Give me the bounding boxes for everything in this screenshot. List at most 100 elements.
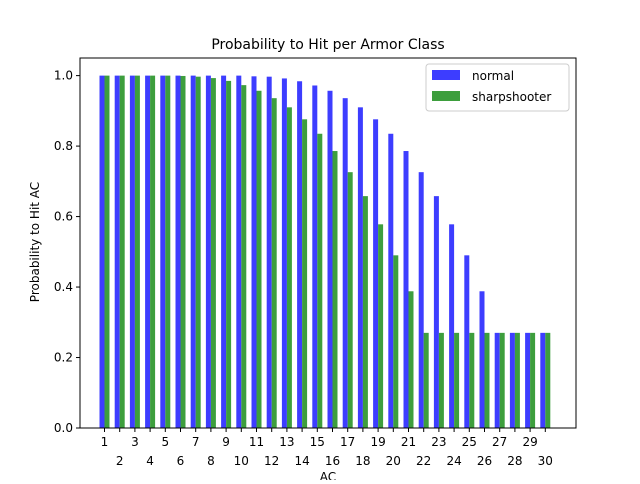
bar-sharpshooter-23 (438, 332, 444, 428)
bar-normal-8 (205, 75, 211, 429)
x-tick-label: 30 (538, 454, 553, 468)
x-tick-label: 8 (207, 454, 215, 468)
bar-normal-1 (99, 75, 105, 429)
x-tick-label: 13 (279, 435, 294, 449)
x-axis-label: AC (320, 470, 336, 480)
bar-sharpshooter-11 (256, 90, 262, 429)
plot-frame (79, 57, 577, 429)
x-tick-label: 10 (234, 454, 249, 468)
bar-sharpshooter-19 (378, 224, 384, 428)
x-tick-label: 14 (294, 454, 309, 468)
bar-normal-21 (403, 151, 409, 428)
chart-title: Probability to Hit per Armor Class (211, 37, 444, 53)
bar-sharpshooter-29 (530, 332, 536, 428)
x-tick-label: 18 (355, 454, 370, 468)
bar-sharpshooter-16 (332, 151, 338, 428)
x-ticks-group: 1234567891011121314151617181920212223242… (101, 428, 553, 468)
bar-normal-9 (221, 75, 227, 429)
bar-sharpshooter-30 (545, 332, 551, 428)
bar-normal-22 (418, 172, 424, 428)
x-tick-label: 22 (416, 454, 431, 468)
bar-normal-10 (236, 75, 242, 429)
bar-normal-29 (525, 332, 531, 428)
x-tick-label: 7 (192, 435, 200, 449)
bar-sharpshooter-26 (484, 332, 490, 428)
x-tick-label: 24 (446, 454, 461, 468)
bar-normal-17 (342, 98, 348, 429)
bar-sharpshooter-4 (150, 75, 156, 429)
bar-sharpshooter-5 (165, 75, 171, 429)
bar-normal-24 (449, 224, 455, 428)
bar-sharpshooter-14 (302, 119, 308, 428)
y-axis-label: Probability to Hit AC (28, 182, 42, 302)
bar-normal-11 (251, 76, 257, 428)
x-tick-label: 5 (161, 435, 169, 449)
y-ticks-group: 0.0 0.2 0.4 0.6 0.8 1.0 (54, 69, 80, 435)
bars-group (99, 75, 551, 429)
bar-sharpshooter-3 (134, 75, 140, 429)
bar-normal-4 (145, 75, 151, 429)
bar-sharpshooter-6 (180, 75, 186, 428)
bar-normal-12 (266, 76, 272, 429)
x-tick-label: 15 (310, 435, 325, 449)
x-tick-label: 20 (386, 454, 401, 468)
bar-sharpshooter-1 (104, 75, 110, 429)
x-tick-label: 1 (101, 435, 109, 449)
bar-sharpshooter-25 (469, 332, 475, 428)
legend-box (425, 63, 570, 112)
bar-sharpshooter-24 (454, 332, 460, 428)
bar-sharpshooter-10 (241, 85, 247, 428)
y-tick-label: 0.0 (54, 421, 73, 435)
bar-sharpshooter-27 (499, 332, 505, 428)
x-tick-label: 23 (431, 435, 446, 449)
x-tick-label: 17 (340, 435, 355, 449)
bar-normal-27 (494, 332, 500, 428)
bar-normal-2 (114, 75, 120, 429)
bar-sharpshooter-7 (195, 76, 201, 429)
bar-normal-26 (479, 291, 485, 428)
x-tick-label: 11 (249, 435, 264, 449)
bar-normal-23 (433, 196, 439, 428)
x-tick-label: 4 (146, 454, 154, 468)
bar-normal-13 (281, 78, 287, 428)
legend-swatch-normal (432, 70, 460, 80)
legend-swatch-sharpshooter (432, 91, 460, 101)
y-tick-label: 0.4 (54, 280, 73, 294)
y-tick-label: 0.2 (54, 351, 73, 365)
bar-sharpshooter-8 (210, 78, 216, 428)
bar-sharpshooter-28 (514, 332, 520, 428)
bar-sharpshooter-22 (423, 332, 429, 428)
y-tick-label: 1.0 (54, 69, 73, 83)
x-tick-label: 2 (116, 454, 124, 468)
bar-normal-19 (373, 119, 379, 428)
bar-normal-16 (327, 90, 333, 429)
x-tick-label: 19 (370, 435, 385, 449)
x-tick-label: 16 (325, 454, 340, 468)
bar-normal-25 (464, 255, 470, 428)
bar-normal-28 (509, 332, 515, 428)
x-tick-label: 21 (401, 435, 416, 449)
x-tick-label: 29 (522, 435, 537, 449)
bar-sharpshooter-21 (408, 291, 414, 428)
bar-normal-20 (388, 133, 394, 428)
x-tick-label: 3 (131, 435, 139, 449)
bar-sharpshooter-2 (119, 75, 125, 429)
bar-normal-15 (312, 85, 318, 429)
x-tick-label: 6 (177, 454, 185, 468)
bar-normal-14 (297, 81, 303, 428)
legend: normal sharpshooter (425, 63, 570, 112)
legend-label-sharpshooter: sharpshooter (472, 90, 551, 104)
bar-normal-18 (357, 107, 363, 428)
x-tick-label: 25 (462, 435, 477, 449)
bar-sharpshooter-18 (362, 196, 368, 428)
y-tick-label: 0.8 (54, 139, 73, 153)
bar-normal-5 (160, 75, 166, 429)
bar-sharpshooter-17 (347, 172, 353, 428)
bar-sharpshooter-20 (393, 255, 399, 428)
bar-sharpshooter-15 (317, 133, 323, 428)
x-tick-label: 9 (222, 435, 230, 449)
bar-normal-6 (175, 75, 181, 429)
bar-sharpshooter-13 (286, 107, 292, 428)
